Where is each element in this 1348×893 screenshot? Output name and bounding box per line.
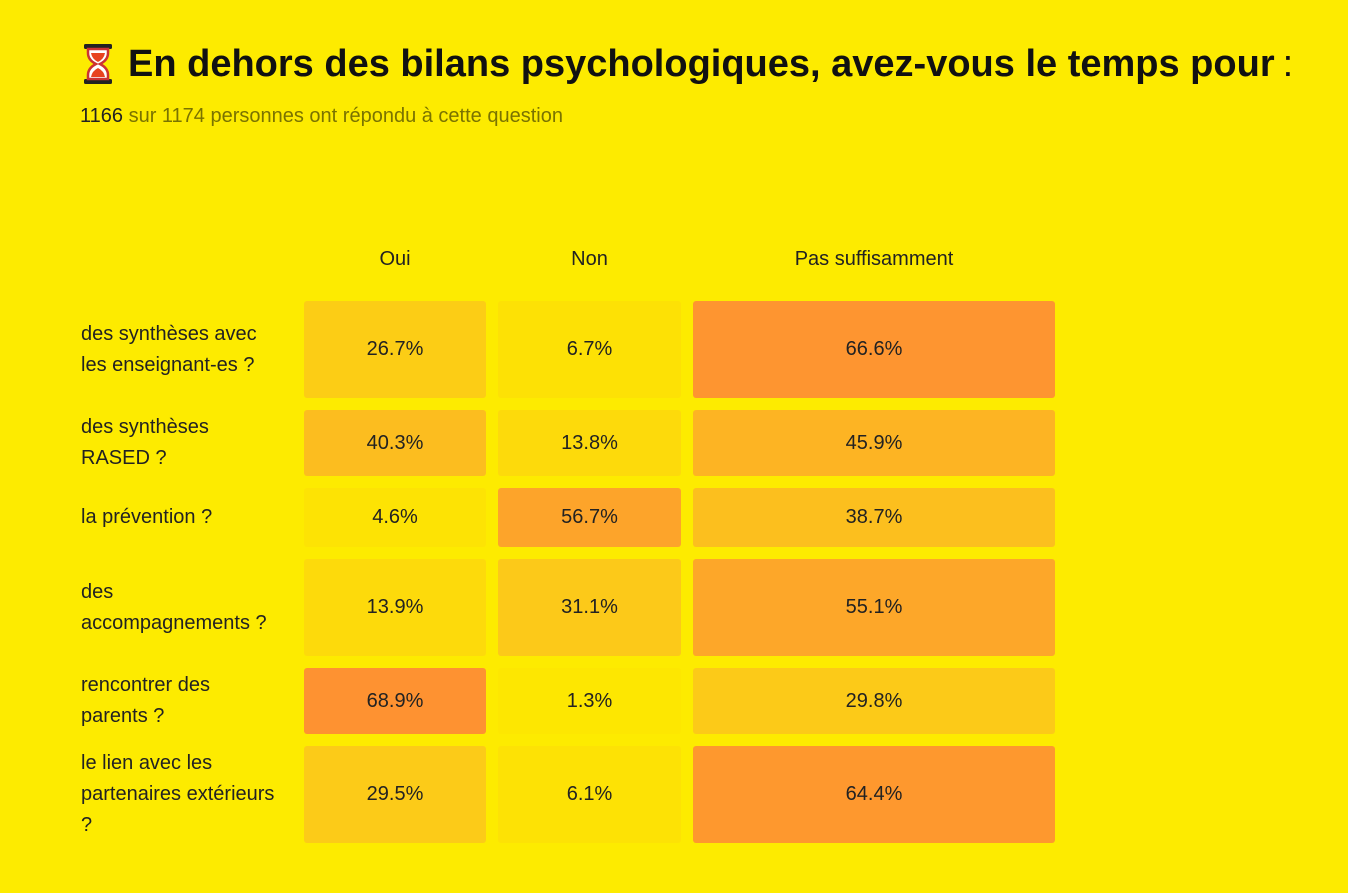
heatmap-cell: 13.8%: [498, 410, 681, 476]
heatmap-cell: 64.4%: [693, 746, 1055, 843]
heatmap-cell: 6.1%: [498, 746, 681, 843]
heatmap-cell: 40.3%: [304, 410, 486, 476]
heatmap-cell: 26.7%: [304, 301, 486, 398]
page-title: En dehors des bilans psychologiques, ave…: [80, 42, 1293, 86]
heatmap-cell: 66.6%: [693, 301, 1055, 398]
title-colon: :: [1282, 42, 1294, 85]
respondents-count: 1166: [80, 105, 124, 127]
row-label: des accompagnements ?: [81, 580, 267, 634]
title-text: En dehors des bilans psychologiques, ave…: [128, 42, 1275, 85]
column-header: Oui: [379, 248, 411, 270]
heatmap-cell: 29.5%: [304, 746, 486, 843]
row-label: la prévention ?: [81, 506, 213, 528]
column-header: Pas suffisamment: [794, 248, 954, 270]
heatmap-cell: 13.9%: [304, 559, 486, 656]
row-label: des synthèses RASED ?: [81, 416, 209, 469]
heatmap-cell: 56.7%: [498, 488, 681, 547]
row-label: le lien avec les partenaires extérieurs …: [81, 752, 275, 836]
hourglass-icon: [80, 42, 116, 86]
respondents-summary: 1166 sur 1174 personnes ont répondu à ce…: [80, 105, 563, 128]
row-label: rencontrer des parents ?: [81, 674, 210, 727]
heatmap-cell: 45.9%: [693, 410, 1055, 476]
respondents-text: sur 1174 personnes ont répondu à cette q…: [123, 105, 563, 127]
heatmap-cell: 55.1%: [693, 559, 1055, 656]
column-header: Non: [571, 248, 608, 270]
heatmap-cell: 38.7%: [693, 488, 1055, 547]
heatmap-cell: 68.9%: [304, 668, 486, 734]
heatmap-cell: 29.8%: [693, 668, 1055, 734]
heatmap-cell: 6.7%: [498, 301, 681, 398]
row-label: des synthèses avec les enseignant-es ?: [81, 322, 257, 376]
heatmap-cell: 31.1%: [498, 559, 681, 656]
heatmap-cell: 1.3%: [498, 668, 681, 734]
heatmap-cell: 4.6%: [304, 488, 486, 547]
